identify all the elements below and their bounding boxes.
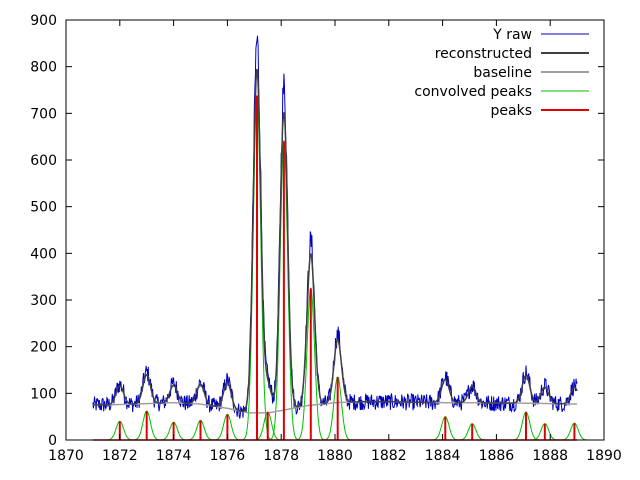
- x-axis: 1870 1872 1874 1876 1878 1880 1882 1884 1886 1888…: [48, 20, 622, 464]
- y-tick-label-100: 100: [30, 386, 57, 402]
- y-tick-label-600: 600: [30, 153, 57, 169]
- legend-label-3: convolved peaks: [414, 84, 532, 100]
- x-tick-label-1890: 1890: [586, 448, 622, 464]
- y-tick-label-900: 900: [30, 13, 57, 29]
- convolved-peak-8: [295, 287, 326, 441]
- x-tick-label-1878: 1878: [263, 448, 299, 464]
- series-reconstructed: [92, 68, 578, 413]
- x-tick-label-1870: 1870: [48, 448, 84, 464]
- x-tick-label-1872: 1872: [102, 448, 138, 464]
- y-tick-label-200: 200: [30, 340, 57, 356]
- convolved-peak-4: [212, 413, 243, 441]
- y-tick-label-400: 400: [30, 246, 57, 262]
- y-axis: 0 100 200 300 400 500 600 700 800 900: [30, 13, 604, 449]
- x-tick-label-1884: 1884: [425, 448, 461, 464]
- y-tick-label-500: 500: [30, 200, 57, 216]
- y-tick-label-700: 700: [30, 106, 57, 122]
- legend-label-2: baseline: [473, 65, 532, 81]
- legend-label-0: Y raw: [492, 27, 532, 43]
- x-tick-label-1888: 1888: [532, 448, 568, 464]
- legend-label-1: reconstructed: [435, 46, 532, 62]
- x-tick-label-1874: 1874: [156, 448, 192, 464]
- x-tick-label-1880: 1880: [317, 448, 353, 464]
- x-tick-label-1876: 1876: [210, 448, 246, 464]
- x-tick-label-1882: 1882: [371, 448, 407, 464]
- legend-label-4: peaks: [491, 103, 532, 119]
- convolved-peak-7: [268, 139, 299, 441]
- y-tick-label-800: 800: [30, 60, 57, 76]
- y-tick-label-300: 300: [30, 293, 57, 309]
- legend: Y raw reconstructed baseline convolved peak…: [414, 27, 589, 119]
- y-tick-label-0: 0: [48, 433, 57, 449]
- x-tick-label-1886: 1886: [479, 448, 515, 464]
